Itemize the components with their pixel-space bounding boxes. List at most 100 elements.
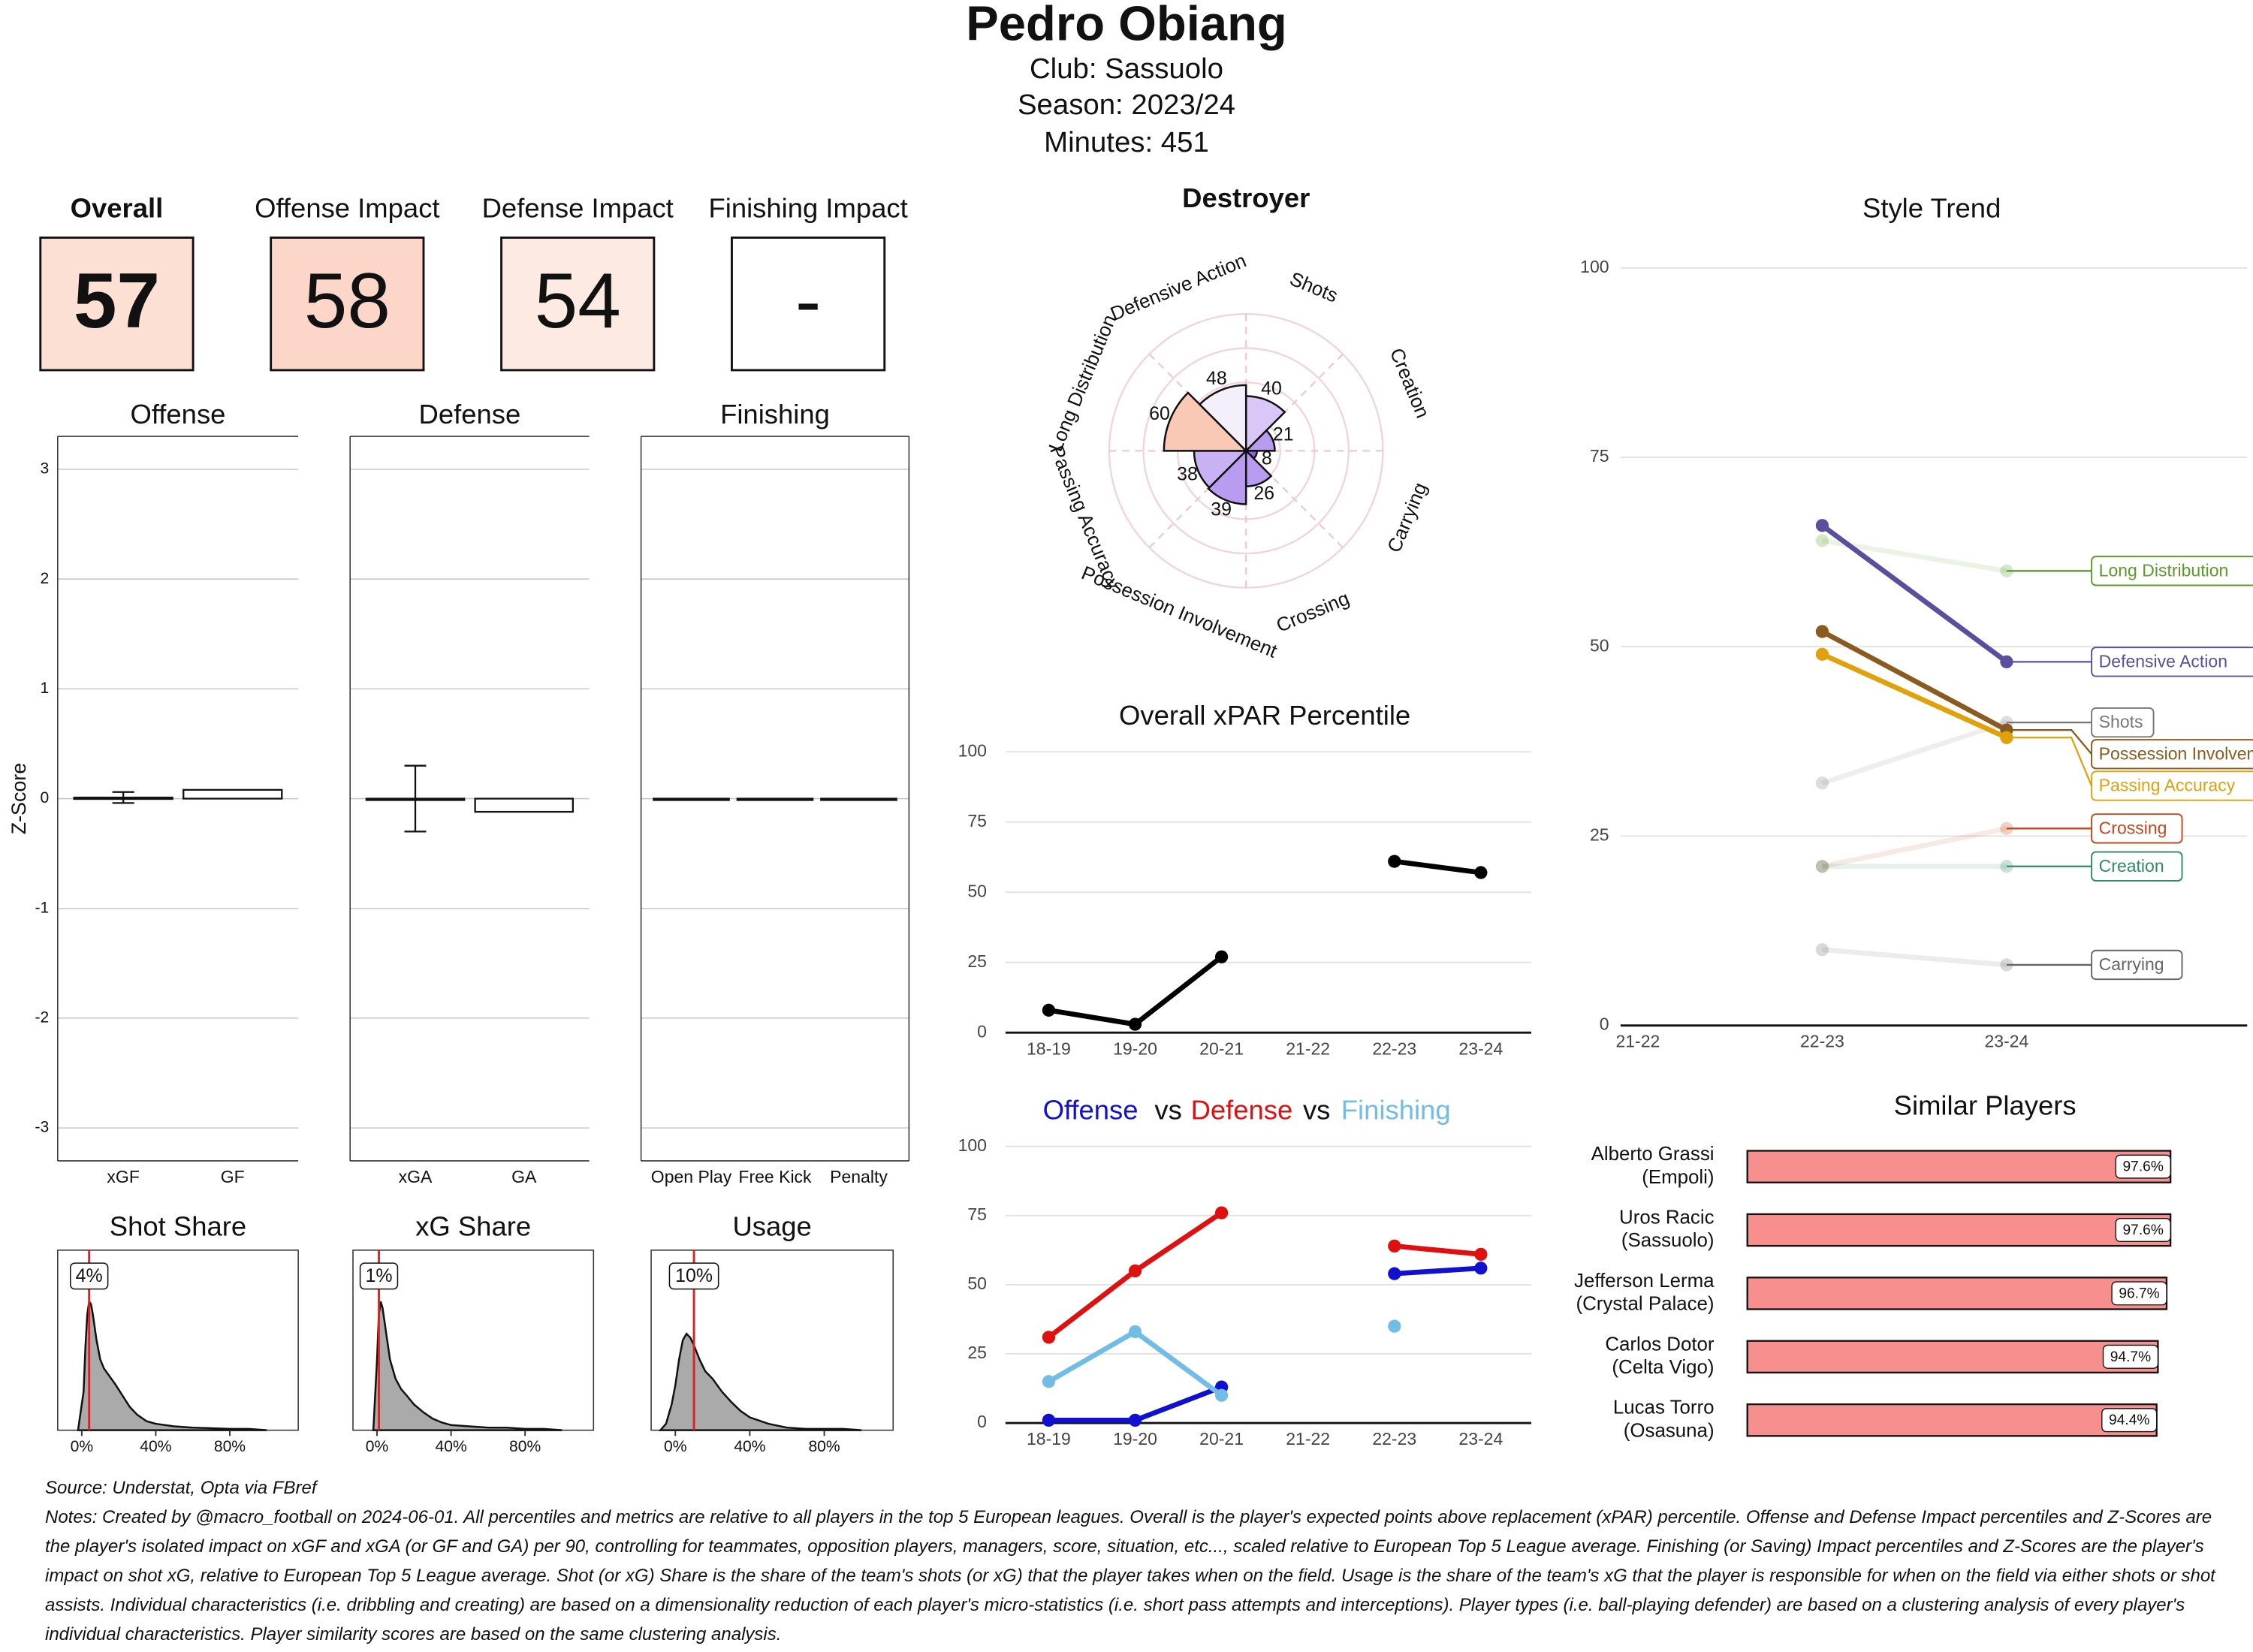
x-tick-label: 22-23 — [1372, 1039, 1416, 1058]
series-label: Shots — [2099, 712, 2143, 731]
player-club: (Crystal Palace) — [1576, 1294, 1715, 1315]
x-tick-label: 18-19 — [1027, 1429, 1071, 1449]
x-tick-label: GA — [511, 1167, 537, 1186]
y-tick-label: 25 — [1590, 825, 1609, 845]
rose-wedge — [1207, 448, 1247, 505]
x-tick-label: 80% — [214, 1438, 246, 1455]
score-box — [500, 237, 656, 372]
line — [1822, 947, 2007, 968]
legend-entry: Offense — [1043, 1094, 1139, 1125]
x-tick-label: 19-20 — [1113, 1429, 1157, 1449]
score-label: Offense Impact — [255, 193, 439, 224]
point — [1388, 1319, 1401, 1333]
point — [1815, 625, 1829, 638]
score-label: Overall — [71, 193, 164, 224]
point — [1815, 776, 1829, 790]
bar — [474, 797, 575, 813]
value-label-box — [2101, 1408, 2158, 1433]
point — [1042, 1413, 1056, 1427]
y-tick-label: 0 — [41, 789, 50, 806]
point — [1388, 1239, 1401, 1253]
bar — [1746, 1213, 2172, 1247]
x-tick-label: 21-22 — [1286, 1039, 1330, 1058]
value-label: 94.4% — [2109, 1412, 2149, 1428]
panel-title: Shot Share — [110, 1211, 246, 1242]
point — [1128, 1017, 1142, 1031]
player-name: Uros Racic — [1619, 1207, 1715, 1228]
y-axis-label: Z-Score — [8, 763, 30, 834]
line — [1048, 858, 1482, 1027]
x-tick-label: Free Kick — [738, 1167, 812, 1186]
score-box — [270, 237, 425, 372]
legend-entry: Defense — [1191, 1094, 1293, 1125]
y-tick-label: 25 — [967, 1343, 987, 1362]
y-tick-label: 75 — [1590, 446, 1609, 466]
point — [1474, 1262, 1488, 1275]
bar — [736, 797, 814, 801]
point — [1042, 1003, 1056, 1017]
label-box — [2091, 556, 2253, 586]
player-club: (Empoli) — [1642, 1167, 1714, 1188]
player-name: Pedro Obiang — [966, 0, 1286, 51]
point — [1474, 866, 1488, 879]
x-tick-label: Penalty — [830, 1167, 888, 1186]
grid-spoke — [1148, 450, 1247, 549]
club: Club: Sassuolo — [1030, 53, 1223, 85]
legend-entry: Finishing — [1341, 1094, 1451, 1125]
value-label: 96.7% — [2119, 1286, 2159, 1301]
player-name: Lucas Torro — [1613, 1397, 1715, 1418]
point — [1128, 1264, 1142, 1278]
point — [1042, 1331, 1056, 1344]
density-curve — [658, 1332, 862, 1431]
y-tick-label: 75 — [967, 811, 987, 831]
bar — [1746, 1150, 2172, 1183]
y-tick-label: 50 — [967, 1274, 987, 1293]
notes: Notes: Created by @macro_football on 202… — [45, 1507, 2215, 1644]
value-label-box — [2115, 1217, 2171, 1243]
chart-title: Style Trend — [1862, 193, 2001, 224]
series-label: Creation — [2099, 856, 2164, 876]
marker-label-box — [668, 1262, 719, 1290]
x-tick-label: 40% — [734, 1438, 765, 1455]
line — [1820, 523, 2008, 665]
density-curve — [77, 1299, 267, 1431]
series-label: Long Distribution — [2099, 560, 2229, 580]
player-name: Alberto Grassi — [1591, 1144, 1715, 1165]
grid-spoke — [1245, 450, 1344, 549]
value-label: 38 — [1177, 463, 1198, 484]
value-label: 60 — [1149, 403, 1170, 424]
player-club: (Sassuolo) — [1621, 1230, 1715, 1251]
panel-title: xG Share — [415, 1211, 531, 1242]
point — [1128, 1413, 1142, 1427]
footer: Source: Understat, Opta via FBref Notes:… — [45, 1473, 2223, 1649]
bar — [1746, 1340, 2159, 1374]
rose-wedge — [1198, 384, 1247, 454]
score-box — [731, 237, 886, 372]
x-tick-label: 19-20 — [1113, 1039, 1157, 1058]
point — [1815, 943, 1829, 957]
x-tick-label: 23-24 — [1458, 1039, 1503, 1058]
label-box — [2091, 851, 2183, 882]
marker-label: 10% — [675, 1265, 713, 1286]
x-tick-label: 18-19 — [1027, 1039, 1071, 1058]
series-label: Passing Accuracy — [2099, 776, 2236, 795]
category-label: Shots — [1286, 268, 1341, 306]
point — [1815, 860, 1829, 873]
value-label: 97.6% — [2123, 1222, 2164, 1238]
bar — [1746, 1403, 2158, 1437]
x-tick-label: 20-21 — [1199, 1039, 1244, 1058]
facet-title: Offense — [130, 399, 225, 430]
x-tick-label: 21-22 — [1286, 1429, 1330, 1449]
line — [1821, 826, 2007, 870]
y-tick-label: 0 — [977, 1021, 987, 1041]
line — [1047, 1210, 1482, 1340]
label-box — [2091, 813, 2183, 844]
point — [1128, 1325, 1142, 1339]
line — [1821, 652, 2008, 740]
value-label: 48 — [1206, 368, 1227, 389]
y-tick-label: 100 — [958, 740, 987, 760]
chart-title: Overall xPAR Percentile — [1119, 700, 1410, 731]
chart-title: Destroyer — [1182, 182, 1310, 213]
value-label-box — [2102, 1344, 2159, 1369]
bar — [182, 788, 283, 800]
